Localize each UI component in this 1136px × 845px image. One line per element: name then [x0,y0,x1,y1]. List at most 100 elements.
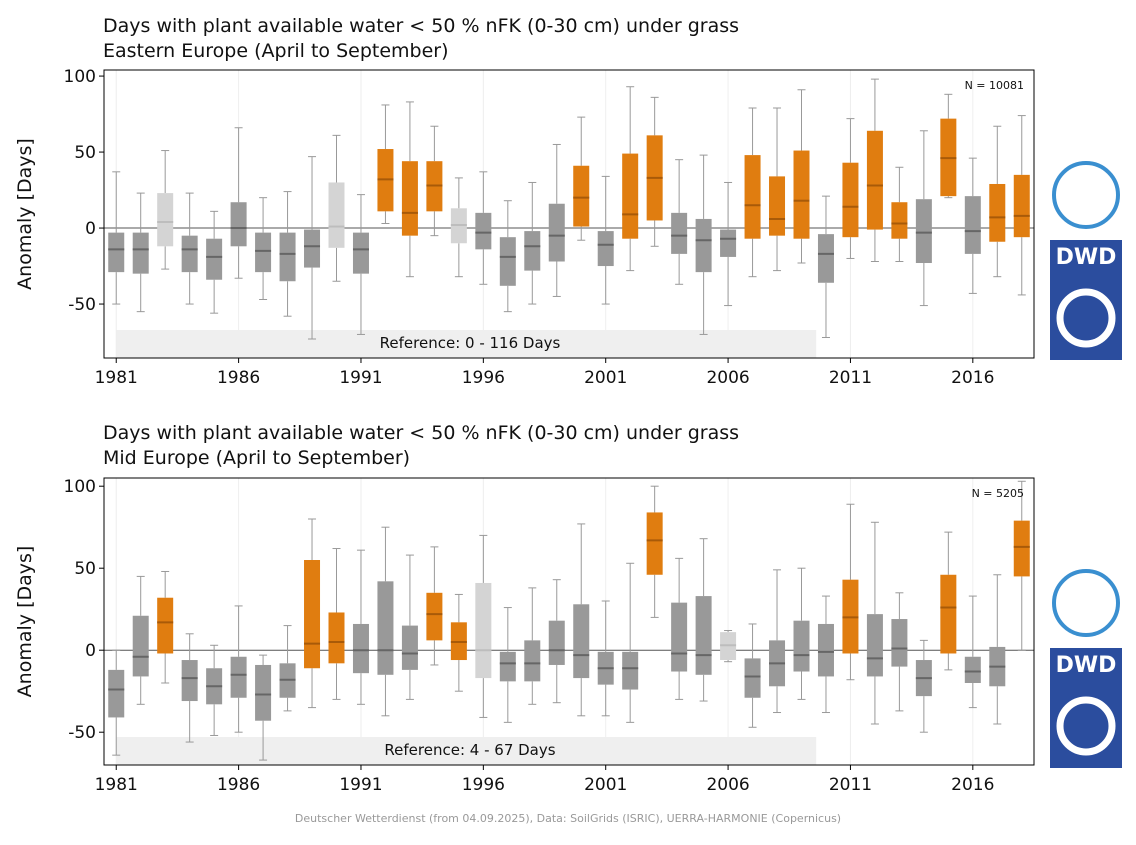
annotation: N = 5205 [972,487,1024,500]
box [842,162,859,238]
x-tick-label: 1991 [339,775,382,795]
x-tick-label: 2011 [829,368,872,388]
box [181,235,198,273]
box [499,651,516,682]
chart-subtitle: Eastern Europe (April to September) [103,40,449,62]
dwd-swirl [1056,696,1116,756]
box [646,512,663,575]
box [964,656,981,683]
box [622,651,639,690]
dwd-swirl [1056,288,1116,348]
x-tick-label: 1991 [339,368,382,388]
box [573,604,590,679]
chart-title: Days with plant available water < 50 % n… [103,422,739,444]
box [132,232,149,274]
box [671,212,688,254]
box [817,623,834,677]
box [328,182,345,248]
box [597,231,614,267]
reference-band [116,737,817,765]
annotation: N = 10081 [965,79,1024,92]
box [230,656,247,698]
box [744,155,761,239]
logos-top: DWD [1050,161,1122,360]
x-tick-label: 1981 [95,368,138,388]
box [475,212,492,250]
y-tick-label: 50 [74,143,96,163]
logo-circle [1052,569,1120,637]
box [1013,174,1030,238]
logo-circle [1052,161,1120,229]
box [132,615,149,677]
dwd-logo [1050,648,1122,768]
box [352,232,369,274]
reference-label: Reference: 4 - 67 Days [384,741,555,759]
y-tick-label: -50 [68,295,96,315]
plot-frame [103,477,1035,766]
x-tick-label: 2001 [584,368,627,388]
panel: Days with plant available water < 50 % n… [14,15,1035,388]
box [769,176,786,236]
box [866,614,883,677]
box [279,232,296,282]
box [401,161,418,236]
box [964,196,981,254]
box [108,669,125,718]
box [548,203,565,262]
x-tick-label: 2016 [951,775,994,795]
box [255,664,272,721]
y-tick-label: 0 [85,641,96,661]
plot-frame [103,69,1035,359]
box [744,658,761,698]
box [793,620,810,672]
box [891,202,908,239]
reference-band [116,330,817,358]
box [352,623,369,674]
chart-title: Days with plant available water < 50 % n… [103,15,739,37]
dwd-logo [1050,240,1122,360]
box [475,582,492,679]
box [915,199,932,264]
box [573,165,590,227]
x-tick-label: 1986 [217,775,260,795]
y-tick-label: 100 [64,477,96,497]
box [377,581,394,675]
panel: Days with plant available water < 50 % n… [14,422,1035,795]
box [230,202,247,247]
box [524,640,541,682]
x-tick-label: 2006 [706,775,749,795]
y-axis-label: Anomaly [Days] [14,138,36,290]
x-tick-label: 1996 [462,775,505,795]
x-tick-label: 2001 [584,775,627,795]
box [695,596,712,675]
x-tick-label: 2011 [829,775,872,795]
box [817,234,834,283]
dwd-text: DWD [1056,653,1117,678]
y-tick-label: -50 [68,723,96,743]
x-tick-label: 1996 [462,368,505,388]
reference-label: Reference: 0 - 116 Days [380,334,561,352]
y-tick-label: 100 [64,67,96,87]
box [157,597,174,654]
y-axis-label: Anomaly [Days] [14,546,36,698]
x-tick-label: 1986 [217,368,260,388]
box [548,620,565,665]
box [304,229,321,268]
box [891,619,908,667]
box [108,232,125,273]
box [695,218,712,273]
y-tick-label: 0 [85,219,96,239]
x-tick-label: 1981 [95,775,138,795]
box [524,231,541,271]
box [304,560,321,669]
box [866,130,883,230]
box [1013,520,1030,577]
footer: Deutscher Wetterdienst (from 04.09.2025)… [295,812,841,825]
box [157,193,174,247]
box [989,183,1006,242]
x-tick-label: 2016 [951,368,994,388]
box [720,229,737,257]
logos-bottom: DWD [1050,569,1122,768]
